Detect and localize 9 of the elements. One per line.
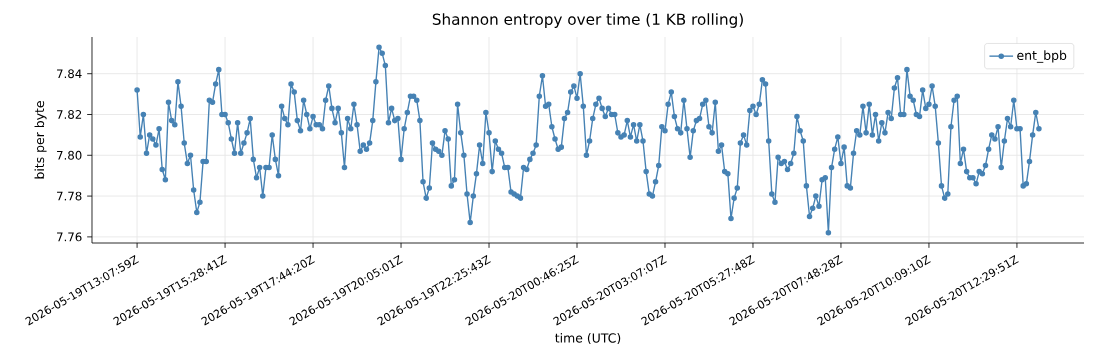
y-tick-label: 7.84 [57,69,82,79]
y-tick-label: 7.76 [57,232,82,242]
chart-title: Shannon entropy over time (1 KB rolling) [432,13,743,28]
y-axis-title: bits per byte [34,101,47,179]
x-axis-title: time (UTC) [555,333,621,345]
y-tick-label: 7.82 [57,110,82,119]
y-tick-label: 7.78 [57,191,82,201]
legend-label: ent_bpb [1017,50,1067,63]
y-tick-label: 7.80 [57,150,82,160]
